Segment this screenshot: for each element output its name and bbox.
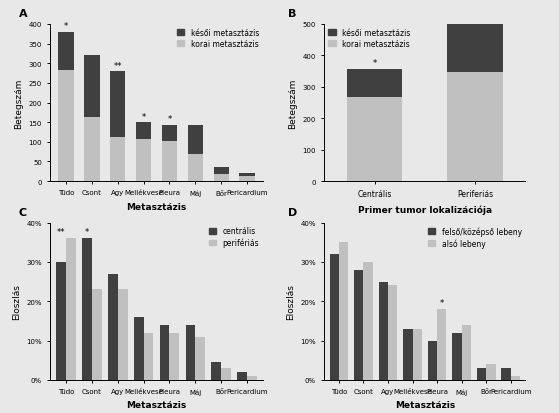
Bar bbox=[447, 73, 503, 182]
Text: *: * bbox=[372, 59, 377, 67]
Bar bbox=[486, 364, 495, 380]
Bar bbox=[403, 329, 413, 380]
Bar bbox=[56, 262, 66, 380]
Bar bbox=[214, 175, 229, 182]
Bar bbox=[110, 72, 125, 138]
Text: **: ** bbox=[113, 62, 122, 71]
Bar bbox=[58, 71, 74, 182]
Bar bbox=[428, 341, 437, 380]
X-axis label: Primer tumor lokalizációja: Primer tumor lokalizációja bbox=[358, 204, 492, 214]
Bar bbox=[347, 97, 402, 182]
Bar bbox=[363, 262, 373, 380]
X-axis label: Metasztázis: Metasztázis bbox=[126, 202, 187, 211]
Bar bbox=[239, 177, 255, 182]
Bar bbox=[330, 254, 339, 380]
Y-axis label: Betegszám: Betegszám bbox=[288, 78, 297, 128]
Bar bbox=[136, 140, 151, 182]
Bar bbox=[452, 333, 462, 380]
Bar bbox=[211, 362, 221, 380]
Bar bbox=[214, 168, 229, 175]
Bar bbox=[136, 123, 151, 140]
Bar bbox=[511, 376, 520, 380]
Bar bbox=[247, 376, 257, 380]
Bar bbox=[84, 118, 100, 182]
Bar bbox=[447, 26, 503, 73]
Legend: centrális, perifériás: centrális, perifériás bbox=[209, 227, 259, 247]
Legend: felső/középső lebeny, alsó lebeny: felső/középső lebeny, alsó lebeny bbox=[428, 227, 522, 248]
Bar bbox=[92, 290, 102, 380]
Bar bbox=[58, 33, 74, 71]
Bar bbox=[347, 70, 402, 97]
Bar bbox=[117, 290, 127, 380]
X-axis label: Metasztázis: Metasztázis bbox=[126, 400, 187, 409]
Bar bbox=[413, 329, 422, 380]
Bar bbox=[134, 317, 144, 380]
Bar bbox=[110, 138, 125, 182]
Bar bbox=[378, 282, 388, 380]
Bar bbox=[238, 372, 247, 380]
Bar bbox=[188, 155, 203, 182]
Bar bbox=[221, 368, 231, 380]
Bar bbox=[188, 125, 203, 155]
Text: *: * bbox=[439, 299, 444, 307]
Bar bbox=[196, 337, 205, 380]
Bar bbox=[160, 325, 169, 380]
Legend: késői metasztázis, korai metasztázis: késői metasztázis, korai metasztázis bbox=[328, 28, 410, 49]
Y-axis label: Eloszlás: Eloszlás bbox=[12, 284, 21, 319]
Legend: késői metasztázis, korai metasztázis: késői metasztázis, korai metasztázis bbox=[177, 28, 259, 49]
Bar bbox=[477, 368, 486, 380]
Bar bbox=[354, 270, 363, 380]
Bar bbox=[462, 325, 471, 380]
Bar bbox=[239, 174, 255, 177]
Y-axis label: Betegszám: Betegszám bbox=[14, 78, 23, 128]
Bar bbox=[82, 239, 92, 380]
Text: *: * bbox=[85, 228, 89, 237]
Bar bbox=[162, 142, 177, 182]
Text: *: * bbox=[64, 22, 68, 31]
Text: C: C bbox=[18, 207, 27, 217]
Bar bbox=[162, 125, 177, 142]
Text: *: * bbox=[141, 112, 146, 121]
X-axis label: Metasztázis: Metasztázis bbox=[395, 400, 455, 409]
Bar bbox=[169, 333, 179, 380]
Bar bbox=[108, 274, 117, 380]
Text: **: ** bbox=[56, 228, 65, 237]
Text: A: A bbox=[18, 9, 27, 19]
Bar bbox=[388, 286, 397, 380]
Bar bbox=[437, 309, 447, 380]
Text: *: * bbox=[167, 115, 172, 123]
Bar bbox=[339, 243, 348, 380]
Bar bbox=[66, 239, 75, 380]
Bar bbox=[144, 333, 153, 380]
Text: D: D bbox=[288, 207, 297, 217]
Bar bbox=[186, 325, 196, 380]
Y-axis label: Eloszlás: Eloszlás bbox=[286, 284, 295, 319]
Text: B: B bbox=[288, 9, 296, 19]
Bar bbox=[84, 56, 100, 118]
Bar bbox=[501, 368, 511, 380]
